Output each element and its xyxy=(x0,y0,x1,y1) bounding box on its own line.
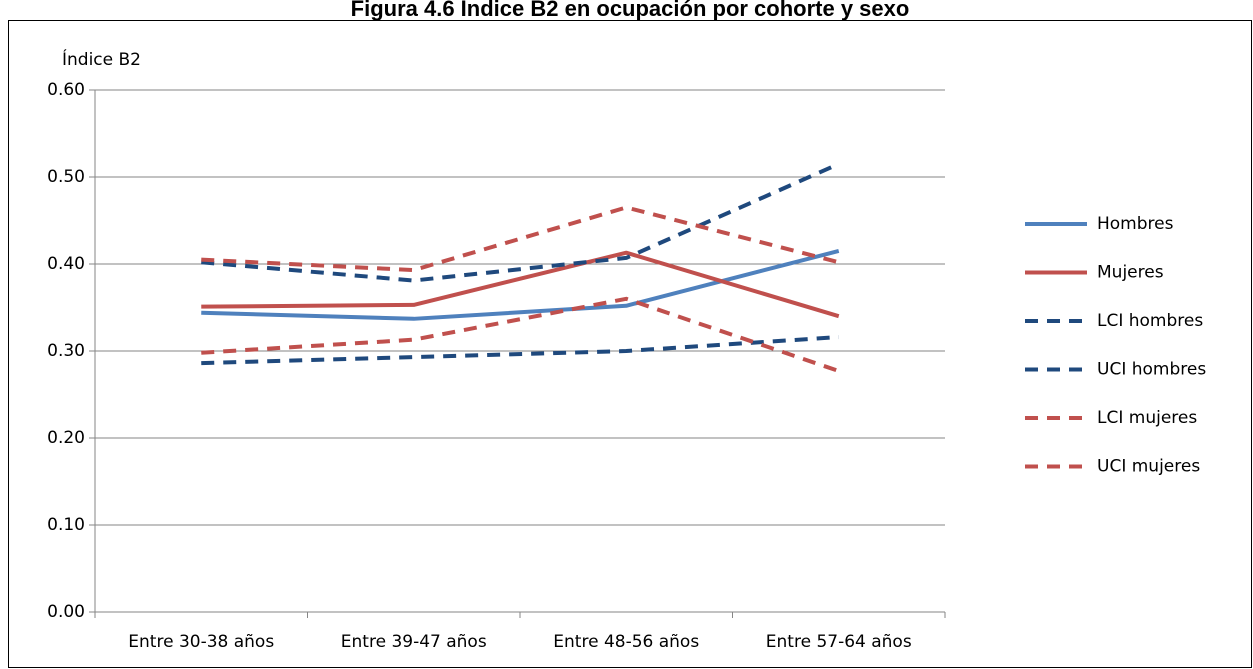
y-axis-label: Índice B2 xyxy=(62,48,141,70)
series-line xyxy=(201,249,840,321)
y-tick-label: 0.50 xyxy=(47,167,85,187)
y-tick-label: 0.00 xyxy=(47,602,85,622)
series-line xyxy=(201,250,840,319)
x-tick-label: Entre 48-56 años xyxy=(553,632,699,652)
series-line xyxy=(201,162,840,283)
y-tick-label: 0.20 xyxy=(47,428,85,448)
x-tick-label: Entre 57-64 años xyxy=(766,632,912,652)
y-tick-label: 0.40 xyxy=(47,254,85,274)
legend-label: UCI hombres xyxy=(1097,360,1206,380)
legend-label: UCI mujeres xyxy=(1097,457,1200,477)
chart-title: Figura 4.6 Índice B2 en ocupación por co… xyxy=(351,0,910,21)
legend-label: Mujeres xyxy=(1097,263,1164,283)
chart-frame xyxy=(8,20,1252,668)
series-line xyxy=(201,205,840,273)
x-tick-label: Entre 30-38 años xyxy=(128,632,274,652)
series-line xyxy=(201,335,839,366)
legend-label: Hombres xyxy=(1097,214,1174,234)
legend-label: LCI mujeres xyxy=(1097,408,1197,428)
y-tick-label: 0.60 xyxy=(47,80,85,100)
legend-label: LCI hombres xyxy=(1097,311,1203,331)
y-tick-label: 0.10 xyxy=(47,515,85,535)
y-tick-label: 0.30 xyxy=(47,341,85,361)
x-tick-label: Entre 39-47 años xyxy=(341,632,487,652)
